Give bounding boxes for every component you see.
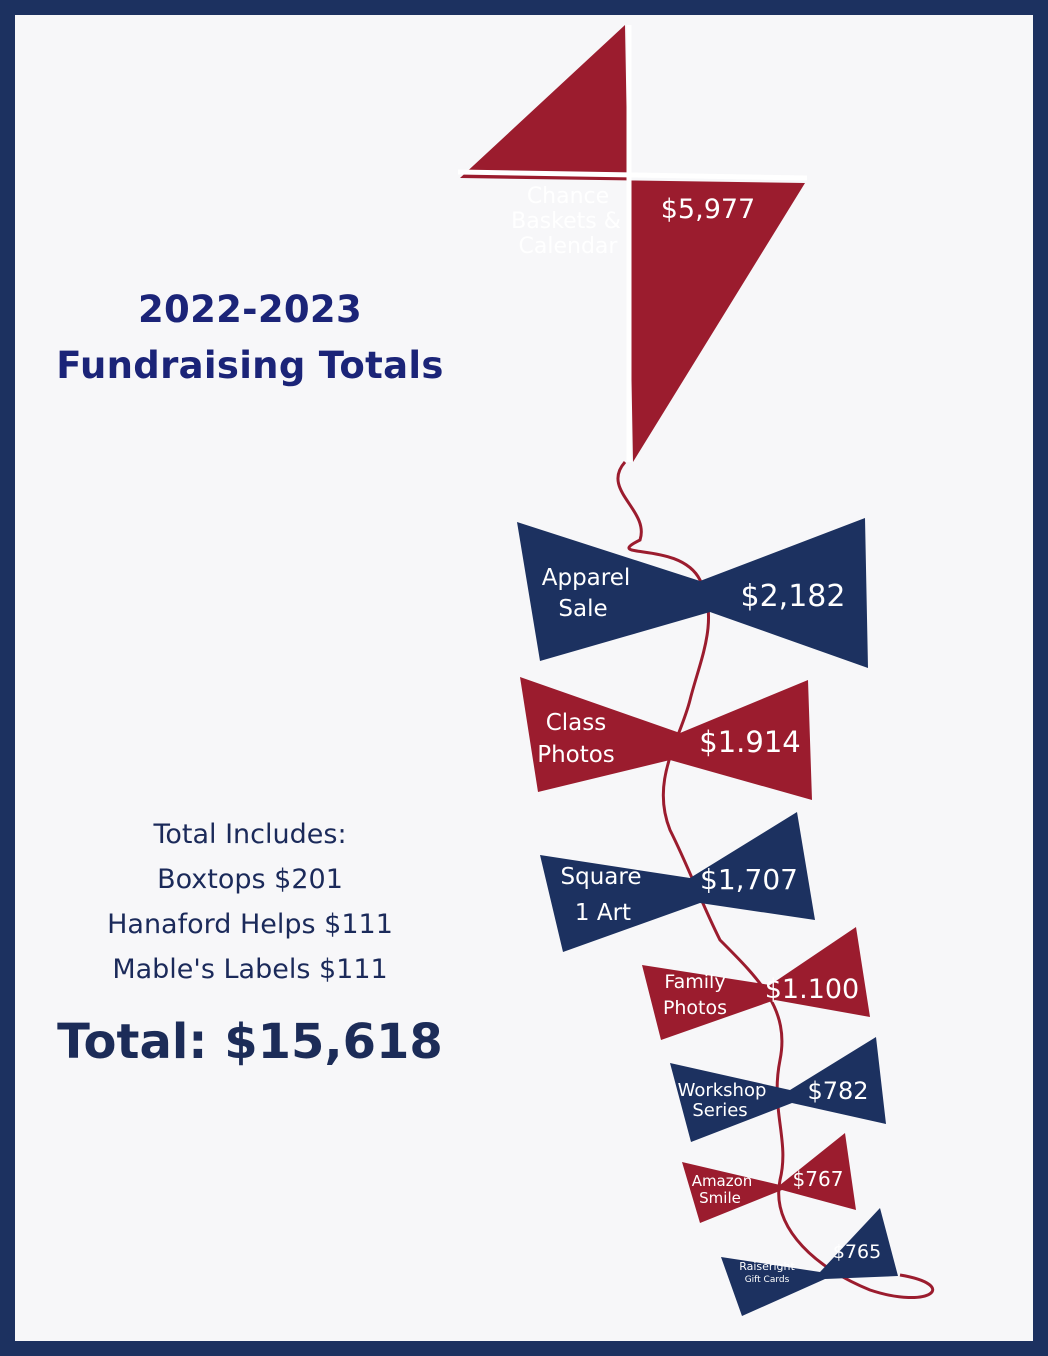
bow-amount: $1.914: [699, 725, 800, 759]
bow-family-photos: Family Photos $1.100: [642, 927, 870, 1040]
bow-label: Photos: [537, 742, 615, 768]
bow-label: Smile: [699, 1189, 741, 1207]
kite-amount: $5,977: [661, 194, 755, 225]
bow-amount: $782: [807, 1077, 868, 1105]
includes-heading: Total Includes:: [153, 819, 347, 850]
bow-label: Apparel: [542, 565, 631, 591]
bow-workshop-series: Workshop Series $782: [670, 1037, 886, 1142]
bow-square-1-art: Square 1 Art $1,707: [540, 812, 815, 952]
bow-label: 1 Art: [575, 900, 631, 926]
bow-label: Series: [692, 1100, 747, 1121]
grand-total: Total: $15,618: [57, 1014, 443, 1070]
bow-label: Gift Cards: [745, 1275, 790, 1285]
kite-label-1: Chance: [527, 184, 609, 209]
bow-amount: $1,707: [700, 863, 798, 896]
flyer-page: [15, 15, 1033, 1341]
bow-label: Workshop: [678, 1080, 767, 1101]
bow-label: Class: [546, 710, 607, 736]
bow-label: Raiseright: [739, 1260, 795, 1273]
includes-item: Mable's Labels $111: [112, 954, 388, 985]
bow-label: Amazon: [692, 1172, 753, 1190]
bow-amount: $1.100: [765, 974, 859, 1005]
bow-apparel-sale: Apparel Sale $2,182: [517, 518, 868, 668]
kite-label-3: Calendar: [519, 234, 619, 259]
bow-raiseright-gift-cards: Raiseright Gift Cards $765: [721, 1208, 898, 1316]
kite-label-2: Baskets &: [511, 209, 621, 234]
bow-label: Sale: [558, 596, 607, 622]
bow-label: Family: [664, 971, 725, 993]
bow-amount: $767: [793, 1167, 844, 1191]
title-subtitle: Fundraising Totals: [56, 344, 444, 387]
bow-label: Photos: [663, 997, 727, 1019]
includes-list: Total Includes: Boxtops $201 Hanaford He…: [40, 812, 460, 992]
bow-amazon-smile: Amazon Smile $767: [682, 1133, 856, 1223]
bow-amount: $2,182: [741, 579, 846, 614]
includes-item: Boxtops $201: [157, 864, 343, 895]
bow-label: Square: [561, 864, 642, 890]
page-title: 2022-2023 Fundraising Totals: [40, 282, 460, 394]
bow-amount: $765: [833, 1241, 881, 1263]
includes-item: Hanaford Helps $111: [107, 909, 393, 940]
title-year: 2022-2023: [137, 288, 362, 331]
bow-class-photos: Class Photos $1.914: [520, 677, 812, 800]
kite: Chance Baskets & Calendar $5,977: [457, 25, 808, 462]
